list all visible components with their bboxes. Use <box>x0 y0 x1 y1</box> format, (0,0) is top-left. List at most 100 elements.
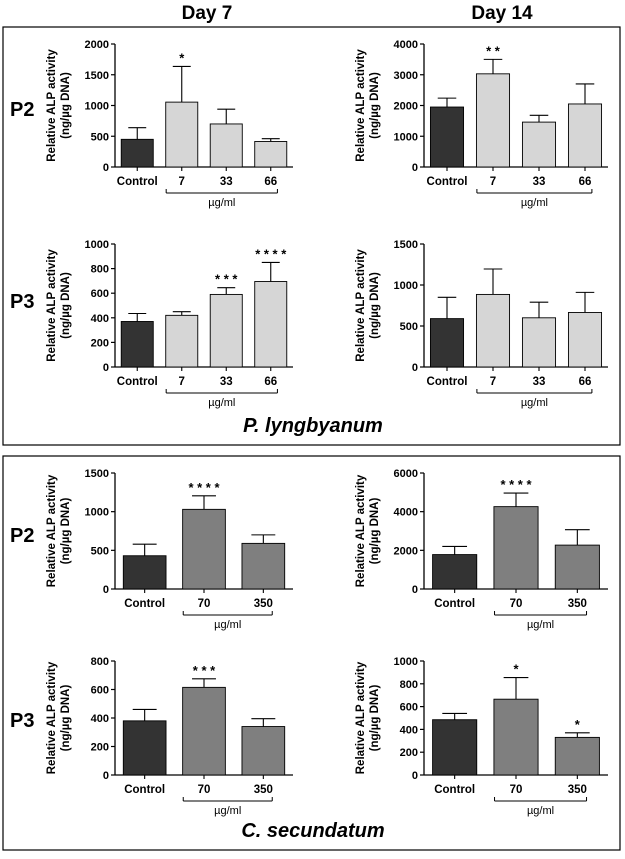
bar-70 <box>182 508 226 590</box>
y-tick-label: 0 <box>412 362 418 374</box>
y-axis-title-line2: (ng/µg DNA) <box>60 498 72 565</box>
y-axis-title-line2: (ng/µg DNA) <box>60 685 72 752</box>
y-tick-label: 800 <box>91 264 109 276</box>
category-label: Control <box>434 784 475 796</box>
unit-label: µg/ml <box>527 805 554 817</box>
bar-70 <box>493 506 539 590</box>
bar-control <box>122 720 167 776</box>
bar-350 <box>241 726 286 776</box>
y-tick-label: 0 <box>412 584 418 596</box>
bar-33 <box>209 123 243 168</box>
day14-heading: Day 14 <box>471 3 533 24</box>
category-label: 66 <box>579 376 592 388</box>
panel-c-secundatum <box>2 455 621 851</box>
day7-heading: Day 7 <box>182 3 233 24</box>
y-tick-label: 1500 <box>85 468 109 480</box>
y-axis-title-line1: Relative ALP activity <box>46 474 58 587</box>
y-tick-label: 0 <box>103 162 109 174</box>
category-label: 70 <box>510 598 523 610</box>
category-label: Control <box>427 376 468 388</box>
category-label: 70 <box>198 598 211 610</box>
y-tick-label: 4000 <box>394 507 418 519</box>
bar-7 <box>475 73 511 168</box>
y-axis-title-line2: (ng/µg DNA) <box>369 685 381 752</box>
significance-label: * * * * <box>255 246 287 261</box>
y-tick-label: 400 <box>91 713 109 725</box>
category-label: 70 <box>510 784 523 796</box>
panel-p-lyngbyanum <box>2 26 621 446</box>
y-tick-label: 1000 <box>394 656 418 668</box>
y-tick-label: 1000 <box>85 507 109 519</box>
unit-label: µg/ml <box>208 197 235 209</box>
y-tick-label: 1500 <box>394 239 418 251</box>
category-label: Control <box>124 598 165 610</box>
significance-label: * * * <box>193 663 216 678</box>
bar-7 <box>165 101 199 168</box>
y-axis-title-line2: (ng/µg DNA) <box>60 72 72 139</box>
bar-33 <box>209 293 243 368</box>
y-axis-title-line1: Relative ALP activity <box>46 661 58 774</box>
y-axis-title-line1: Relative ALP activity <box>355 661 367 774</box>
category-label: 7 <box>490 176 496 188</box>
y-tick-label: 1000 <box>394 131 418 143</box>
category-label: Control <box>117 376 158 388</box>
y-tick-label: 0 <box>412 770 418 782</box>
row-label-cs-p3: P3 <box>10 710 34 732</box>
bar-66 <box>254 281 288 368</box>
bar-33 <box>521 317 557 368</box>
category-label: 66 <box>264 176 277 188</box>
category-label: 7 <box>179 176 185 188</box>
y-tick-label: 600 <box>91 288 109 300</box>
y-tick-label: 500 <box>91 545 109 557</box>
bar-66 <box>567 312 603 368</box>
unit-label: µg/ml <box>214 805 241 817</box>
y-tick-label: 600 <box>400 702 418 714</box>
species-label-c-secundatum: C. secundatum <box>241 820 384 842</box>
bar-control <box>122 555 167 590</box>
bar-control <box>429 106 465 168</box>
y-tick-label: 400 <box>91 313 109 325</box>
bar-control <box>120 138 154 168</box>
category-label: 33 <box>220 176 233 188</box>
unit-label: µg/ml <box>214 619 241 631</box>
chart-pl-p2-day7: 0 500 1000 1500 2000 Relative ALP activity (ng… <box>46 39 293 209</box>
significance-label: * <box>179 50 185 65</box>
y-tick-label: 4000 <box>394 39 418 51</box>
row-label-cs-p2: P2 <box>10 525 34 547</box>
significance-label: * * * <box>215 272 238 287</box>
row-label-pl-p2: P2 <box>10 99 34 121</box>
bar-control <box>429 318 465 368</box>
chart-pl-p3-day14: 0 500 1000 1500 Relative ALP activity (ng/µg … <box>355 239 608 409</box>
y-axis-title-line2: (ng/µg DNA) <box>369 498 381 565</box>
y-axis-title-line1: Relative ALP activity <box>355 49 367 162</box>
y-tick-label: 400 <box>400 724 418 736</box>
bar-control <box>432 719 478 776</box>
bar-350 <box>554 544 600 590</box>
y-tick-label: 1000 <box>85 101 109 113</box>
category-label: 350 <box>568 598 587 610</box>
significance-label: * <box>575 717 581 732</box>
bar-33 <box>521 121 557 168</box>
unit-label: µg/ml <box>208 397 235 409</box>
y-tick-label: 2000 <box>85 39 109 51</box>
y-tick-label: 200 <box>400 747 418 759</box>
category-label: 33 <box>533 176 546 188</box>
chart-cs-p3-day7: 0 200 400 600 800 Relative ALP activity (ng/µg… <box>46 656 293 817</box>
chart-cs-p3-day14: 0 200 400 600 800 1000 Relative ALP activity (n… <box>355 656 608 817</box>
bar-control <box>432 554 478 590</box>
unit-label: µg/ml <box>521 397 548 409</box>
category-label: Control <box>434 598 475 610</box>
y-tick-label: 800 <box>400 679 418 691</box>
bar-7 <box>475 293 511 368</box>
y-tick-label: 2000 <box>394 545 418 557</box>
y-tick-label: 1000 <box>85 239 109 251</box>
chart-pl-p3-day7: 0 200 400 600 800 1000 Relative ALP activity (n… <box>46 239 293 409</box>
bar-350 <box>241 542 286 590</box>
bar-66 <box>567 103 603 168</box>
significance-label: * <box>513 662 519 677</box>
y-tick-label: 3000 <box>394 70 418 82</box>
y-tick-label: 600 <box>91 685 109 697</box>
category-label: 7 <box>490 376 496 388</box>
unit-label: µg/ml <box>521 197 548 209</box>
category-label: 70 <box>198 784 211 796</box>
